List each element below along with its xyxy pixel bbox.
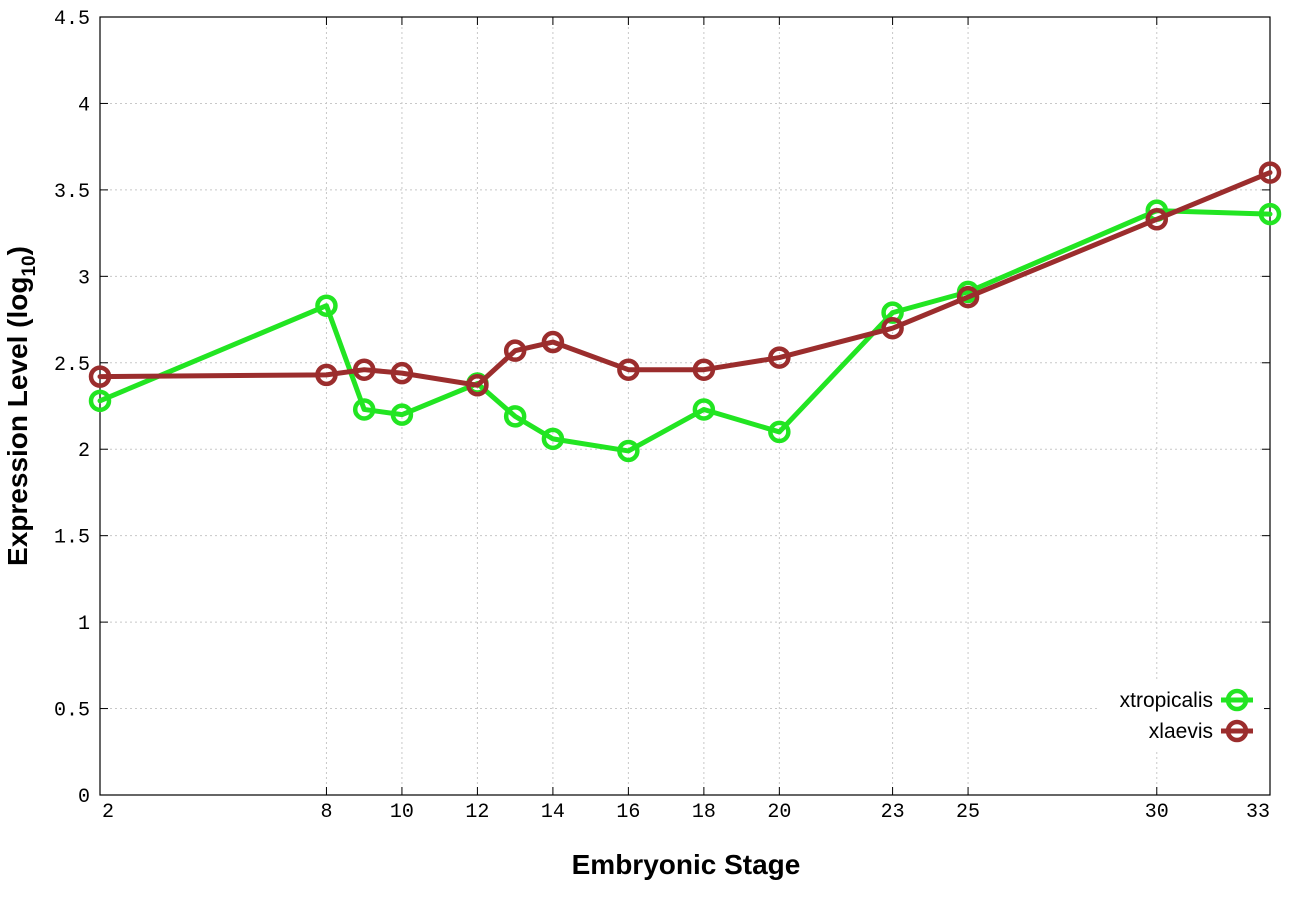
x-tick-label: 10: [390, 801, 414, 824]
data-point-xtropicalis: [768, 420, 791, 444]
series-line-xtropicalis: [97, 208, 1273, 454]
y-tick-label: 3.5: [54, 181, 90, 204]
data-point-xlaevis: [617, 358, 640, 381]
x-tick-label: 18: [692, 801, 716, 824]
x-tick-label: 25: [956, 801, 980, 824]
data-point-xlaevis: [956, 285, 980, 309]
data-point-xlaevis: [390, 361, 414, 385]
data-point-xlaevis: [541, 330, 565, 354]
data-point-xtropicalis: [315, 294, 338, 317]
data-point-xtropicalis: [1258, 202, 1282, 226]
data-point-xlaevis: [88, 365, 112, 388]
x-tick-label: 8: [320, 801, 332, 824]
data-point-xlaevis: [692, 358, 716, 381]
data-point-xtropicalis: [503, 405, 527, 428]
y-tick-label: 4.5: [54, 8, 90, 31]
y-axis-title: Expression Level (log10): [2, 246, 40, 566]
x-tick-label: 2: [102, 801, 114, 824]
data-point-xlaevis: [768, 346, 791, 369]
x-tick-label: 12: [465, 801, 489, 824]
data-point-xtropicalis: [617, 439, 640, 463]
legend-label-xlaevis: xlaevis: [1149, 720, 1213, 743]
legend-marker-xtropicalis: [1225, 688, 1249, 712]
data-point-xlaevis: [352, 358, 376, 381]
series-xlaevis: [88, 161, 1282, 397]
y-tick-label: 4: [78, 94, 90, 117]
data-point-xtropicalis: [352, 398, 376, 421]
data-point-xtropicalis: [390, 403, 414, 426]
data-point-xtropicalis: [541, 427, 565, 451]
y-tick-label: 2: [78, 440, 90, 463]
data-point-xlaevis: [466, 374, 489, 397]
axis-ticks: 0 0.5 1 1.5 2 2.5 3 3.5 4 4.5 2 8 10 12 14 16 18 20 23 25 30…: [54, 8, 1271, 824]
data-point-xtropicalis: [692, 398, 716, 421]
legend-item-xlaevis: xlaevis: [1149, 719, 1253, 743]
series-lines: [88, 161, 1282, 463]
y-tick-label: 0: [78, 786, 90, 809]
legend-label-xtropicalis: xtropicalis: [1120, 689, 1213, 712]
data-point-xtropicalis: [881, 301, 904, 324]
y-axis-title-main: Expression Level (log: [2, 277, 33, 566]
x-tick-label: 14: [541, 801, 565, 824]
x-tick-label: 16: [616, 801, 640, 824]
y-tick-label: 0.5: [54, 700, 90, 723]
x-tick-label: 33: [1246, 801, 1270, 824]
data-point-xlaevis: [1258, 161, 1282, 184]
y-tick-label: 2.5: [54, 354, 90, 377]
plot-frame: [99, 16, 1271, 796]
data-point-xlaevis: [503, 339, 527, 362]
grid: [100, 17, 1270, 795]
y-tick-label: 1.5: [54, 527, 90, 550]
x-axis-title: Embryonic Stage: [572, 849, 801, 880]
y-tick-label: 1: [78, 613, 90, 636]
y-axis-title-subscript: 10: [19, 255, 40, 276]
data-point-xtropicalis: [88, 389, 112, 413]
legend-marker-xlaevis: [1225, 719, 1249, 743]
series-line-xlaevis: [97, 170, 1273, 388]
data-point-xlaevis: [881, 316, 904, 340]
data-point-xlaevis: [1145, 208, 1169, 231]
y-tick-label: 3: [78, 267, 90, 290]
legend-item-xtropicalis: xtropicalis: [1120, 688, 1253, 712]
x-tick-label: 20: [767, 801, 791, 824]
x-tick-label: 23: [881, 801, 905, 824]
data-point-xlaevis: [315, 363, 338, 387]
x-tick-label: 30: [1145, 801, 1169, 824]
legend: xtropicalis xlaevis: [1098, 680, 1264, 750]
y-axis-title-close: ): [2, 246, 33, 255]
